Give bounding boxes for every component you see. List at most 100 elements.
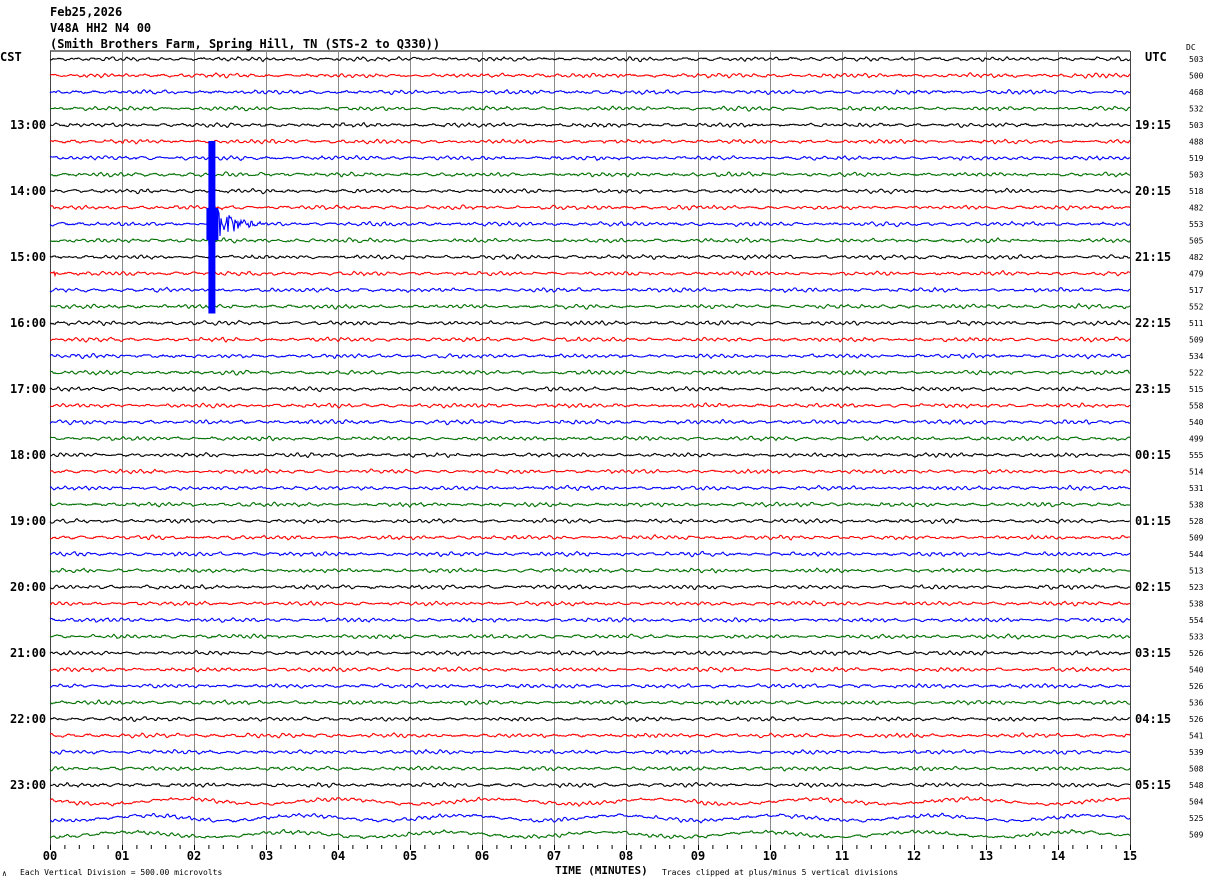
x-tick-label: 08 [619, 849, 633, 863]
seismic-trace-row-34 [49, 617, 1131, 623]
cst-hour-label: 20:00 [10, 580, 46, 594]
seismic-trace-row-36 [49, 649, 1131, 657]
seismic-trace-row-18 [49, 352, 1131, 360]
dc-offset-label: 499 [1189, 435, 1204, 444]
x-tick-label: 03 [259, 849, 273, 863]
channel-label: V48A HH2 N4 00 [50, 21, 152, 35]
scale-note: Each Vertical Division = 500.00 microvol… [20, 868, 223, 877]
x-tick-label: 07 [547, 849, 561, 863]
seismic-trace-row-29 [49, 534, 1131, 541]
date-label: Feb25,2026 [50, 5, 123, 19]
dc-offset-label: 514 [1189, 468, 1204, 477]
dc-offset-label: 468 [1189, 88, 1204, 97]
seismic-trace-row-39 [49, 699, 1131, 706]
seismic-trace-row-9 [49, 204, 1131, 211]
seismic-trace-row-35 [49, 633, 1131, 640]
x-tick-label: 04 [331, 849, 345, 863]
utc-hour-label: 21:15 [1135, 250, 1171, 264]
cst-hour-label: 15:00 [10, 250, 46, 264]
dc-offset-label: 522 [1189, 369, 1204, 378]
dc-offset-label: 509 [1189, 336, 1204, 345]
dc-offset-label: 539 [1189, 748, 1204, 757]
dc-offset-label: 532 [1189, 105, 1204, 114]
cst-hour-label: 23:00 [10, 778, 46, 792]
utc-hour-label: 20:15 [1135, 184, 1171, 198]
dc-offset-label: 509 [1189, 831, 1204, 840]
dc-offset-label: 538 [1189, 501, 1204, 510]
seismic-trace-row-15 [49, 302, 1131, 310]
dc-offset-label: 526 [1189, 649, 1204, 658]
clip-note: Traces clipped at plus/minus 5 vertical … [662, 868, 899, 877]
x-tick-label: 02 [187, 849, 201, 863]
cst-hour-label: 18:00 [10, 448, 46, 462]
dc-offset-label: 503 [1189, 121, 1204, 130]
dc-offset-label: 482 [1189, 204, 1204, 213]
x-tick-label: 01 [115, 849, 129, 863]
seismic-trace-row-43 [49, 765, 1131, 772]
utc-hour-label: 19:15 [1135, 118, 1171, 132]
x-tick-label: 00 [43, 849, 57, 863]
dc-offset-label: 515 [1189, 385, 1204, 394]
cst-hour-label: 17:00 [10, 382, 46, 396]
x-tick-label: 15 [1123, 849, 1137, 863]
seismic-trace-row-44 [49, 781, 1131, 789]
seismic-trace-row-14 [49, 286, 1131, 294]
seismic-trace-row-1 [49, 72, 1131, 79]
utc-hour-label: 04:15 [1135, 712, 1171, 726]
cst-hour-label: 16:00 [10, 316, 46, 330]
dc-offset-label: 544 [1189, 550, 1204, 559]
seismic-trace-row-28 [49, 517, 1131, 525]
x-axis-title: TIME (MINUTES) [555, 864, 648, 877]
dc-offset-label: 523 [1189, 583, 1204, 592]
cst-hour-label: 21:00 [10, 646, 46, 660]
dc-offset-label: 525 [1189, 814, 1204, 823]
dc-offset-label: 555 [1189, 451, 1204, 460]
seismic-trace-row-21 [49, 402, 1131, 409]
utc-hour-label: 02:15 [1135, 580, 1171, 594]
seismic-trace-row-47 [49, 828, 1131, 840]
utc-hour-label: 05:15 [1135, 778, 1171, 792]
dc-offset-label: 517 [1189, 286, 1204, 295]
dc-offset-label: 509 [1189, 534, 1204, 543]
seismic-trace-row-24 [49, 452, 1131, 459]
x-tick-label: 12 [907, 849, 921, 863]
seismic-trace-row-10 [49, 203, 1131, 247]
seismic-trace-row-13 [49, 269, 1131, 278]
x-tick-label: 10 [763, 849, 777, 863]
clipped-event-core [206, 208, 219, 240]
seismic-trace-row-31 [49, 567, 1131, 574]
dc-offset-label: 534 [1189, 352, 1204, 361]
utc-hour-label: 23:15 [1135, 382, 1171, 396]
seismic-trace-row-46 [49, 812, 1131, 824]
dc-offset-label: 526 [1189, 715, 1204, 724]
seismic-trace-row-30 [49, 550, 1131, 558]
seismic-trace-row-23 [49, 435, 1131, 442]
seismic-trace-row-20 [49, 386, 1131, 393]
dc-offset-label: 504 [1189, 798, 1204, 807]
dc-offset-label: 513 [1189, 567, 1204, 576]
seismic-trace-row-41 [49, 732, 1131, 739]
x-tick-label: 09 [691, 849, 705, 863]
seismic-trace-row-4 [49, 121, 1131, 129]
seismic-trace-row-0 [49, 55, 1131, 63]
x-tick-label: 13 [979, 849, 993, 863]
cst-hour-label: 14:00 [10, 184, 46, 198]
utc-hour-label: 01:15 [1135, 514, 1171, 528]
dc-offset-label: 533 [1189, 633, 1204, 642]
dc-offset-label: 528 [1189, 517, 1204, 526]
dc-offset-label: 508 [1189, 765, 1204, 774]
cst-axis-title: CST [0, 50, 22, 64]
dc-offset-label: 488 [1189, 138, 1204, 147]
dc-offset-label: 505 [1189, 237, 1204, 246]
seismic-trace-row-11 [49, 237, 1131, 244]
seismic-trace-row-40 [50, 716, 1131, 723]
seismic-trace-row-2 [49, 88, 1131, 96]
seismic-trace-row-25 [49, 468, 1131, 475]
dc-offset-label: 538 [1189, 600, 1204, 609]
dc-offset-label: 531 [1189, 484, 1204, 493]
utc-axis-title: UTC [1145, 50, 1167, 64]
utc-hour-label: 22:15 [1135, 316, 1171, 330]
dc-offset-label: 511 [1189, 319, 1204, 328]
dc-offset-label: 503 [1189, 55, 1204, 64]
dc-offset-label: 552 [1189, 303, 1204, 312]
